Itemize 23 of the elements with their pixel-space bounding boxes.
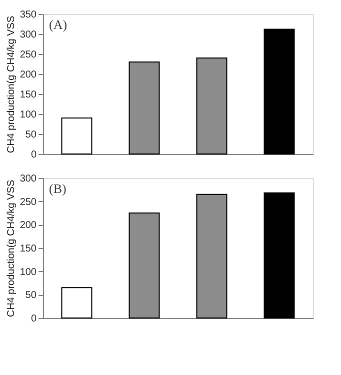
y-tick-label: 100 — [20, 266, 37, 278]
y-tick-label: 0 — [30, 314, 37, 324]
annotation: (B) — [49, 181, 66, 196]
y-tick-label: 100 — [20, 110, 37, 120]
y-tick-label: 250 — [20, 50, 37, 60]
bar — [61, 118, 92, 154]
y-tick-label: 50 — [25, 290, 37, 302]
y-tick-label: 50 — [25, 130, 37, 140]
y-tick-label: 250 — [20, 196, 37, 208]
bar — [264, 192, 295, 318]
y-tick-label: 300 — [20, 30, 37, 40]
y-tick-label: 0 — [30, 150, 37, 160]
y-tick-label: 200 — [20, 220, 37, 232]
y-tick-label: 350 — [20, 10, 37, 20]
y-axis-title: CH4 production(g CH4/kg VSS — [6, 180, 17, 318]
bar — [264, 28, 295, 154]
annotation: (A) — [49, 17, 68, 32]
y-tick-label: 200 — [20, 70, 37, 80]
y-tick-label: 150 — [20, 90, 37, 100]
bar — [61, 287, 92, 318]
y-tick-label: 300 — [20, 174, 37, 184]
y-axis-title: CH4 production(g CH4/kg VSS — [6, 16, 17, 154]
y-tick-label: 150 — [20, 244, 37, 254]
